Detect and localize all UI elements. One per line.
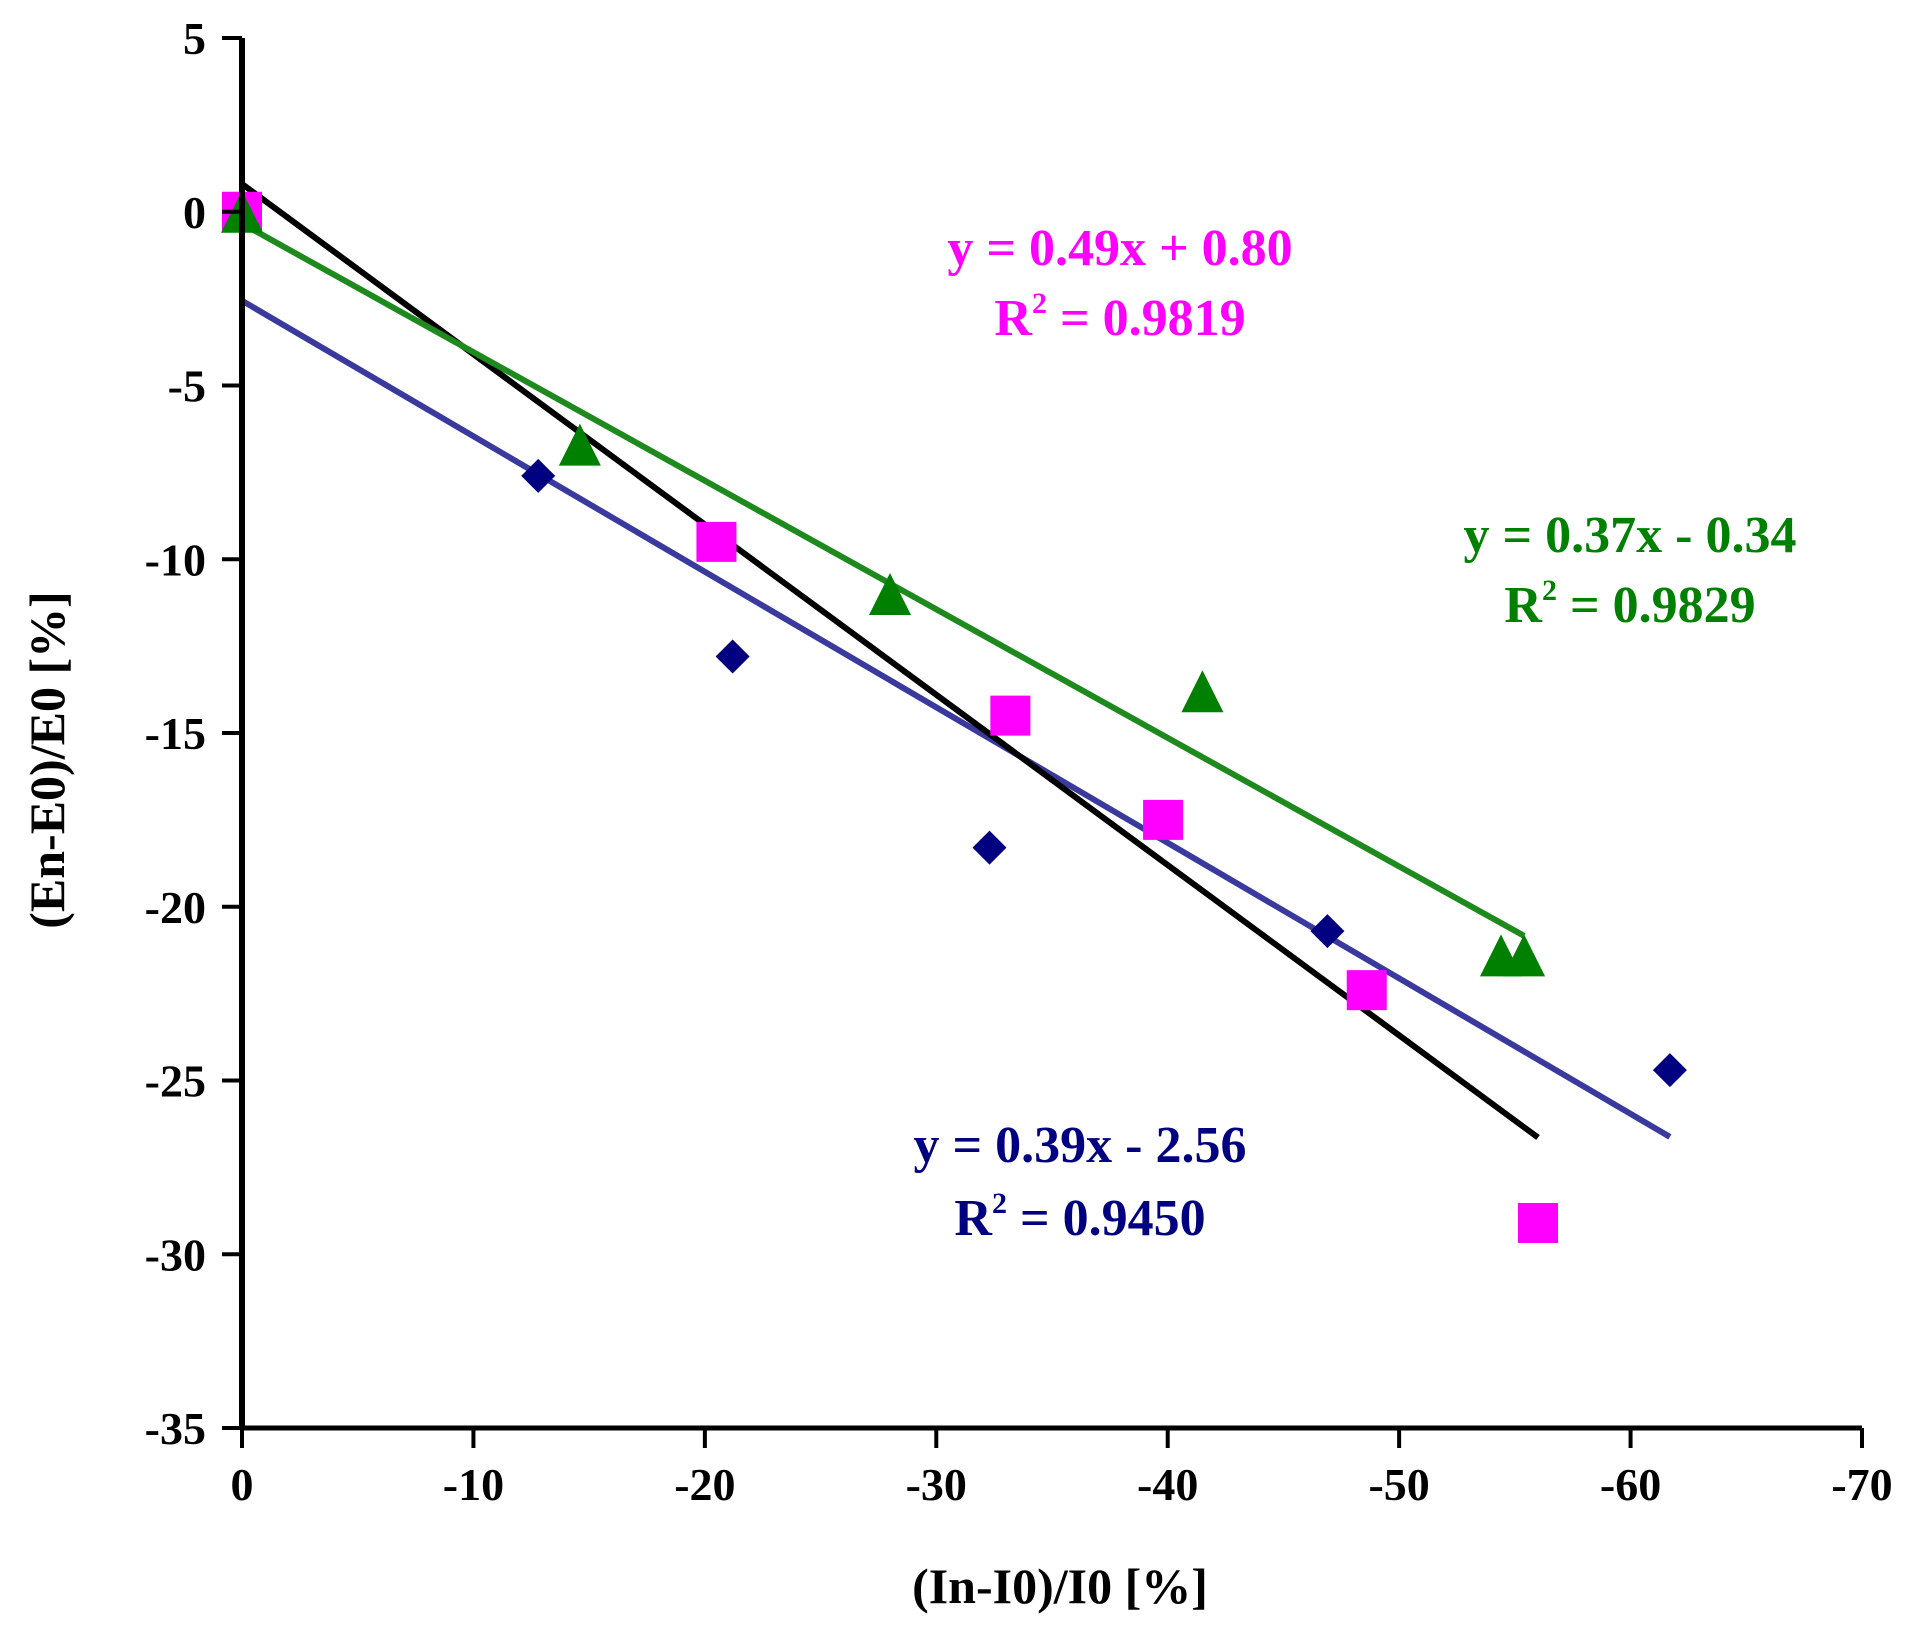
square-series-point	[1518, 1202, 1558, 1243]
triangle-fit-r2-sup: 2	[1542, 574, 1557, 607]
y-tick-label: -25	[145, 1056, 206, 1107]
square-series-point	[990, 695, 1031, 736]
y-tick-label: 5	[183, 13, 206, 64]
triangle-fit-equation: y = 0.37x - 0.34	[1464, 507, 1797, 564]
diamond-series-point	[972, 830, 1007, 865]
diamond-fit-r2-value: = 0.9450	[1007, 1190, 1206, 1247]
x-tick-label: -60	[1600, 1459, 1661, 1510]
data-markers	[221, 190, 1687, 1243]
diamond-fit-r2-sup: 2	[992, 1187, 1007, 1220]
x-tick-label: 0	[231, 1459, 254, 1510]
square-fit-r2-prefix: R	[994, 290, 1033, 347]
y-tick-label: -10	[145, 534, 206, 585]
diamond-fit-equation: y = 0.39x - 2.56	[914, 1117, 1247, 1174]
axis-ticks: 5 0 -5 -10 -15 -20 -25 -30 -35 0 -10 -20 -30 -40 -50 -6…	[145, 13, 1893, 1510]
fit-lines	[240, 181, 1672, 1140]
diamond-series-point	[715, 639, 750, 674]
x-axis-title: (In-I0)/I0 [%]	[912, 1558, 1208, 1614]
square-series-point	[1143, 799, 1184, 840]
diamond-series-fit-line	[240, 298, 1672, 1140]
x-tick-label: -10	[443, 1459, 504, 1510]
x-tick-label: -70	[1831, 1459, 1892, 1510]
triangle-fit-r2: R2 = 0.9829	[1504, 574, 1755, 634]
square-fit-r2-sup: 2	[1032, 287, 1047, 320]
y-tick-label: 0	[183, 187, 206, 238]
triangle-series-point	[558, 423, 601, 466]
triangle-series-point	[1181, 670, 1224, 713]
y-tick-label: -15	[145, 708, 206, 759]
x-tick-label: -50	[1368, 1459, 1429, 1510]
x-tick-label: -30	[906, 1459, 967, 1510]
square-fit-r2: R2 = 0.9819	[994, 287, 1245, 347]
diamond-series-point	[521, 458, 556, 493]
y-tick-label: -35	[145, 1403, 206, 1454]
square-series-point	[1346, 970, 1387, 1011]
y-axis-title: (En-E0)/E0 [%]	[19, 591, 75, 929]
y-tick-label: -30	[145, 1229, 206, 1280]
x-tick-label: -20	[674, 1459, 735, 1510]
triangle-series-fit-line	[240, 220, 1526, 939]
square-fit-r2-value: = 0.9819	[1047, 290, 1246, 347]
square-fit-equation: y = 0.49x + 0.80	[947, 220, 1292, 277]
diamond-fit-r2: R2 = 0.9450	[954, 1187, 1205, 1247]
diamond-series-point	[1652, 1053, 1687, 1088]
square-series-point	[696, 521, 737, 562]
triangle-series-point	[1503, 934, 1546, 977]
diamond-series-point	[1310, 914, 1345, 949]
x-tick-label: -40	[1137, 1459, 1198, 1510]
y-tick-label: -5	[168, 361, 206, 412]
triangle-fit-r2-value: = 0.9829	[1557, 577, 1756, 634]
y-tick-label: -20	[145, 882, 206, 933]
square-series-fit-line	[240, 181, 1540, 1140]
diamond-fit-r2-prefix: R	[954, 1190, 993, 1247]
triangle-fit-r2-prefix: R	[1504, 577, 1543, 634]
triangle-series-point	[869, 573, 911, 615]
